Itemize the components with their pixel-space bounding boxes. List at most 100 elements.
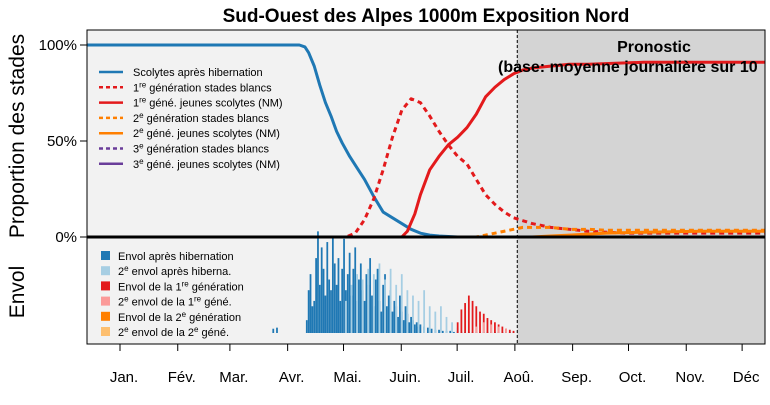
- legend-label: 3e génération stades blancs: [133, 142, 269, 156]
- envol-bar: [501, 326, 504, 333]
- envol-bar: [402, 320, 405, 333]
- series-line-2: [87, 60, 765, 239]
- envol-bar: [333, 263, 336, 333]
- legend-label: 2e génération stades blancs: [133, 111, 269, 125]
- envol-bar: [305, 320, 308, 333]
- legend-label: 2e géné. jeunes scolytes (NM): [133, 126, 280, 140]
- legend-swatch: [101, 281, 110, 291]
- envol-bar: [395, 284, 398, 333]
- legend-label: Envol de la 1re génération: [118, 279, 244, 293]
- legend-swatch: [101, 311, 110, 321]
- envol-bar: [343, 238, 345, 333]
- envol-bar: [417, 300, 420, 333]
- legend-swatch: [101, 296, 110, 306]
- envol-bar: [475, 306, 478, 333]
- envol-bar: [460, 309, 463, 333]
- legend-label: 3e géné. jeunes scolytes (NM): [133, 157, 280, 171]
- envol-bar: [365, 274, 368, 333]
- envol-bar: [451, 322, 453, 333]
- bars-layer: [272, 231, 515, 333]
- envol-bar: [389, 268, 392, 333]
- envol-bar: [426, 327, 429, 333]
- envol-bar: [359, 263, 362, 333]
- envol-bar: [372, 274, 375, 333]
- legend-swatch: [101, 266, 110, 276]
- envol-bar: [456, 322, 459, 333]
- envol-bar: [322, 268, 325, 333]
- x-axis: Jan. Fév. Mar. Avr. Mai. Juin. Juil. Aoû. Sep. Oc…: [110, 344, 760, 386]
- envol-bar: [512, 330, 515, 333]
- legend-swatch: [101, 251, 110, 260]
- y-axis-label-envol: Envol: [6, 266, 29, 319]
- envol-bar: [356, 274, 358, 333]
- x-tick-label: Mai.: [333, 369, 361, 386]
- envol-bar: [326, 242, 329, 333]
- envol-bar: [354, 247, 357, 333]
- x-tick-label: Avr.: [279, 369, 305, 386]
- legend-label: Envol de la 2e génération: [118, 310, 241, 324]
- envol-bar: [387, 295, 390, 333]
- envol-bar: [494, 322, 496, 333]
- envol-bar: [419, 324, 422, 333]
- y-tick-label: 50%: [47, 133, 77, 150]
- envol-bar: [400, 274, 403, 333]
- forecast-region: [517, 30, 765, 344]
- envol-bar: [449, 330, 452, 333]
- envol-bar: [438, 329, 440, 333]
- envol-bar: [428, 306, 431, 333]
- legend-label: 1re géné. jeunes scolytes (NM): [133, 96, 283, 110]
- envol-bar: [380, 311, 383, 333]
- envol-bar: [339, 300, 342, 333]
- envol-bar: [307, 290, 310, 333]
- envol-bar: [348, 252, 351, 333]
- envol-bar: [413, 324, 416, 333]
- series-line-3: [87, 225, 765, 239]
- right-margin: [766, 30, 770, 350]
- envol-bar: [358, 279, 360, 333]
- envol-bar: [497, 326, 500, 333]
- envol-bar: [352, 268, 355, 333]
- envol-bar: [464, 303, 466, 333]
- y-axis: 100% 50% 0%: [39, 37, 87, 246]
- envol-bar: [350, 284, 353, 333]
- envol-bar: [393, 300, 396, 333]
- legend-label: 2e envol de la 2e géné.: [118, 325, 229, 339]
- envol-bar: [415, 322, 418, 333]
- envol-bar: [363, 300, 366, 333]
- envol-bar: [453, 331, 455, 333]
- envol-bar: [313, 300, 316, 333]
- envol-bar: [490, 324, 493, 333]
- envol-bar: [434, 311, 437, 333]
- envol-bar: [317, 231, 319, 333]
- legend-label: 2e envol de la 1re géné.: [118, 295, 232, 309]
- x-tick-label: Fév.: [168, 369, 196, 386]
- y-tick-label: 0%: [55, 229, 77, 246]
- envol-bar: [479, 311, 481, 333]
- envol-bar: [272, 328, 275, 333]
- envol-bar: [430, 328, 433, 333]
- envol-bar: [376, 268, 379, 333]
- envol-bar: [361, 279, 364, 333]
- envol-bar: [337, 258, 340, 333]
- envol-bar: [384, 279, 386, 333]
- legend-label: 1re génération stades blancs: [133, 80, 272, 94]
- envol-bar: [412, 295, 414, 333]
- envol-bar: [341, 268, 344, 333]
- envol-bar: [486, 318, 489, 333]
- legend-label: Scolytes après hibernation: [133, 67, 263, 79]
- envol-bar: [445, 316, 448, 333]
- envol-bar: [382, 284, 385, 333]
- series-line-0: [87, 43, 765, 239]
- envol-bar: [315, 258, 317, 333]
- envol-bar: [378, 263, 381, 333]
- envol-bar: [331, 236, 334, 333]
- envol-bar: [440, 306, 442, 333]
- plot-frame: [86, 29, 766, 345]
- envol-bar: [399, 295, 401, 333]
- x-tick-label: Mar.: [219, 369, 248, 386]
- envol-bar: [482, 322, 485, 333]
- forecast-subtitle: (base: moyenne journalière sur 10: [498, 59, 758, 76]
- envol-bar: [471, 300, 474, 333]
